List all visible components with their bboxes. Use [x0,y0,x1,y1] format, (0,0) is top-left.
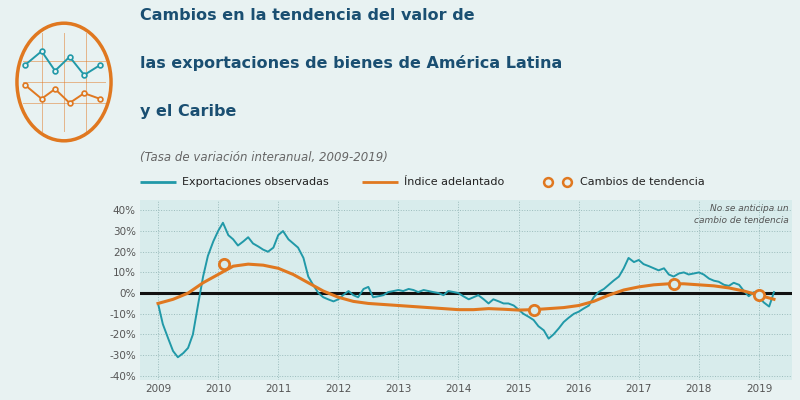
Text: las exportaciones de bienes de América Latina: las exportaciones de bienes de América L… [140,56,562,72]
Point [63,54,76,60]
Point [35,48,48,54]
Text: Exportaciones observadas: Exportaciones observadas [182,177,329,187]
Point [541,179,554,185]
Text: (Tasa de variación interanual, 2009-2019): (Tasa de variación interanual, 2009-2019… [140,151,388,164]
Text: No se anticipa un
cambio de tendencia: No se anticipa un cambio de tendencia [694,204,789,225]
Point [527,306,540,313]
Point [49,86,62,92]
Point [753,292,766,298]
Text: y el Caribe: y el Caribe [140,104,236,119]
Point [667,280,680,287]
Point [218,261,230,267]
Point [49,68,62,74]
Point [63,100,76,106]
Text: Cambios de tendencia: Cambios de tendencia [580,177,705,187]
Text: Índice adelantado: Índice adelantado [404,177,504,187]
Point [78,72,90,78]
Point [78,90,90,96]
Point [18,62,31,68]
Point [18,82,31,88]
Text: Cambios en la tendencia del valor de: Cambios en la tendencia del valor de [140,8,474,23]
Point [561,179,574,185]
Point [94,96,106,102]
Point [94,62,106,68]
Point [35,96,48,102]
